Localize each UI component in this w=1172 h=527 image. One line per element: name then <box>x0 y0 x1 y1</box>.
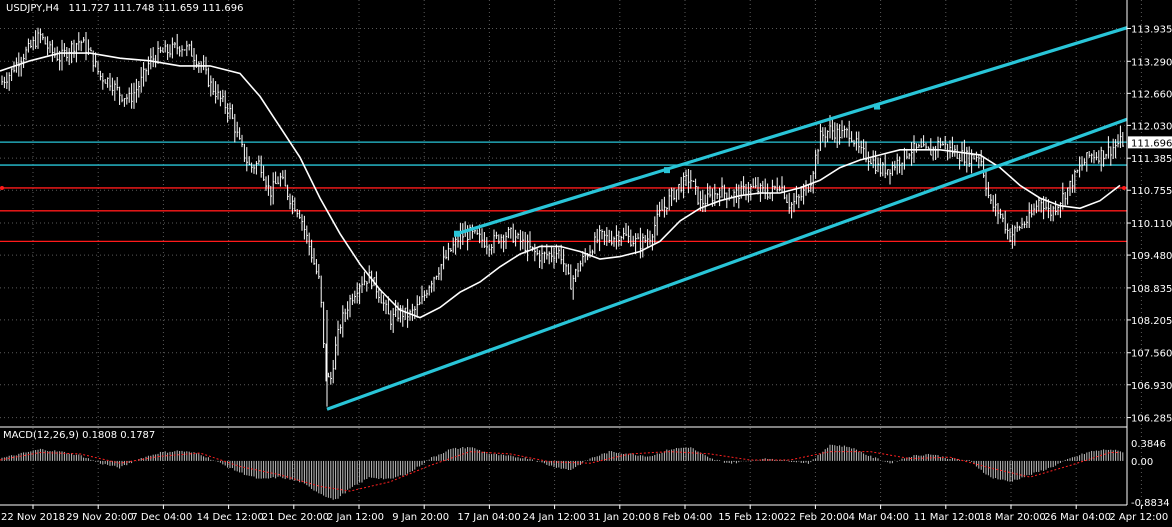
grid <box>0 0 1142 505</box>
trendline-anchor[interactable] <box>664 167 670 174</box>
price-axis: 113.935 113.290 112.660 112.030 111.385 110.7… <box>1127 24 1172 425</box>
macd-tick-label: 0.3846 <box>1131 439 1166 450</box>
symbol-label: USDJPY,H4 <box>6 3 59 14</box>
trendline-anchor[interactable] <box>874 103 880 110</box>
time-tick-label: 24 Jan 12:00 <box>523 512 586 523</box>
price-tick-label: 110.755 <box>1131 186 1172 197</box>
time-tick-label: 7 Dec 04:00 <box>131 512 192 523</box>
time-tick-label: 18 Mar 20:00 <box>979 512 1046 523</box>
time-tick-label: 26 Mar 04:00 <box>1044 512 1111 523</box>
time-tick-label: 22 Nov 2018 <box>1 512 65 523</box>
time-tick-label: 29 Nov 20:00 <box>66 512 133 523</box>
price-tick-label: 113.935 <box>1131 24 1172 35</box>
price-tick-label: 106.285 <box>1131 414 1172 425</box>
ohlc-values: 111.727 111.748 111.659 111.696 <box>68 3 243 14</box>
price-tick-label: 110.110 <box>1131 219 1172 230</box>
time-tick-label: 9 Jan 20:00 <box>392 512 449 523</box>
chart-symbol-header: USDJPY,H4 111.727 111.748 111.659 111.69… <box>6 3 243 14</box>
time-tick-label: 15 Feb 12:00 <box>718 512 784 523</box>
time-tick-label: 14 Dec 12:00 <box>197 512 264 523</box>
level-anchor-left[interactable] <box>0 185 4 190</box>
macd-axis: 0.3846 0.00 -0.8834 <box>1131 439 1170 509</box>
price-tick-label: 107.560 <box>1131 349 1172 360</box>
time-tick-label: 2 Jan 12:00 <box>327 512 384 523</box>
price-tick-label: 112.030 <box>1131 121 1172 132</box>
time-tick-label: 2 Apr 12:00 <box>1109 512 1168 523</box>
macd-signal-line <box>0 451 1120 492</box>
trendlines[interactable] <box>326 26 1128 411</box>
time-tick-label: 8 Feb 04:00 <box>653 512 712 523</box>
macd-panel <box>0 444 1124 500</box>
macd-header: MACD(12,26,9) 0.1808 0.1787 <box>3 430 155 441</box>
time-axis: 22 Nov 2018 29 Nov 20:007 Dec 04:00 14 Dec… <box>1 505 1168 523</box>
price-tick-label: 108.835 <box>1131 284 1172 295</box>
horizontal-levels[interactable] <box>0 141 1127 242</box>
price-tick-label: 111.385 <box>1131 154 1172 165</box>
price-tick-label: 106.930 <box>1131 381 1172 392</box>
level-anchor-right[interactable] <box>1122 185 1126 190</box>
macd-tick-label: -0.8834 <box>1131 498 1170 509</box>
price-tick-label: 108.205 <box>1131 316 1172 327</box>
current-price-marker: 111.696 <box>1128 136 1172 149</box>
price-bars <box>1 27 1124 407</box>
time-tick-label: 21 Dec 20:00 <box>262 512 329 523</box>
price-tick-label: 113.290 <box>1131 57 1172 68</box>
time-tick-label: 4 Mar 04:00 <box>849 512 909 523</box>
trendline[interactable] <box>456 26 1128 236</box>
price-tick-label: 112.660 <box>1131 89 1172 100</box>
trendline[interactable] <box>326 117 1128 411</box>
time-tick-label: 17 Jan 04:00 <box>457 512 520 523</box>
price-tick-label: 109.480 <box>1131 251 1172 262</box>
macd-tick-label: 0.00 <box>1131 457 1153 468</box>
trendline-anchor[interactable] <box>454 230 460 237</box>
current-price-label: 111.696 <box>1131 138 1172 149</box>
current-price-box <box>1128 136 1172 149</box>
time-tick-label: 31 Jan 20:00 <box>588 512 651 523</box>
time-tick-label: 22 Feb 20:00 <box>783 512 849 523</box>
moving-average-line <box>0 52 1121 319</box>
time-tick-label: 11 Mar 12:00 <box>914 512 981 523</box>
